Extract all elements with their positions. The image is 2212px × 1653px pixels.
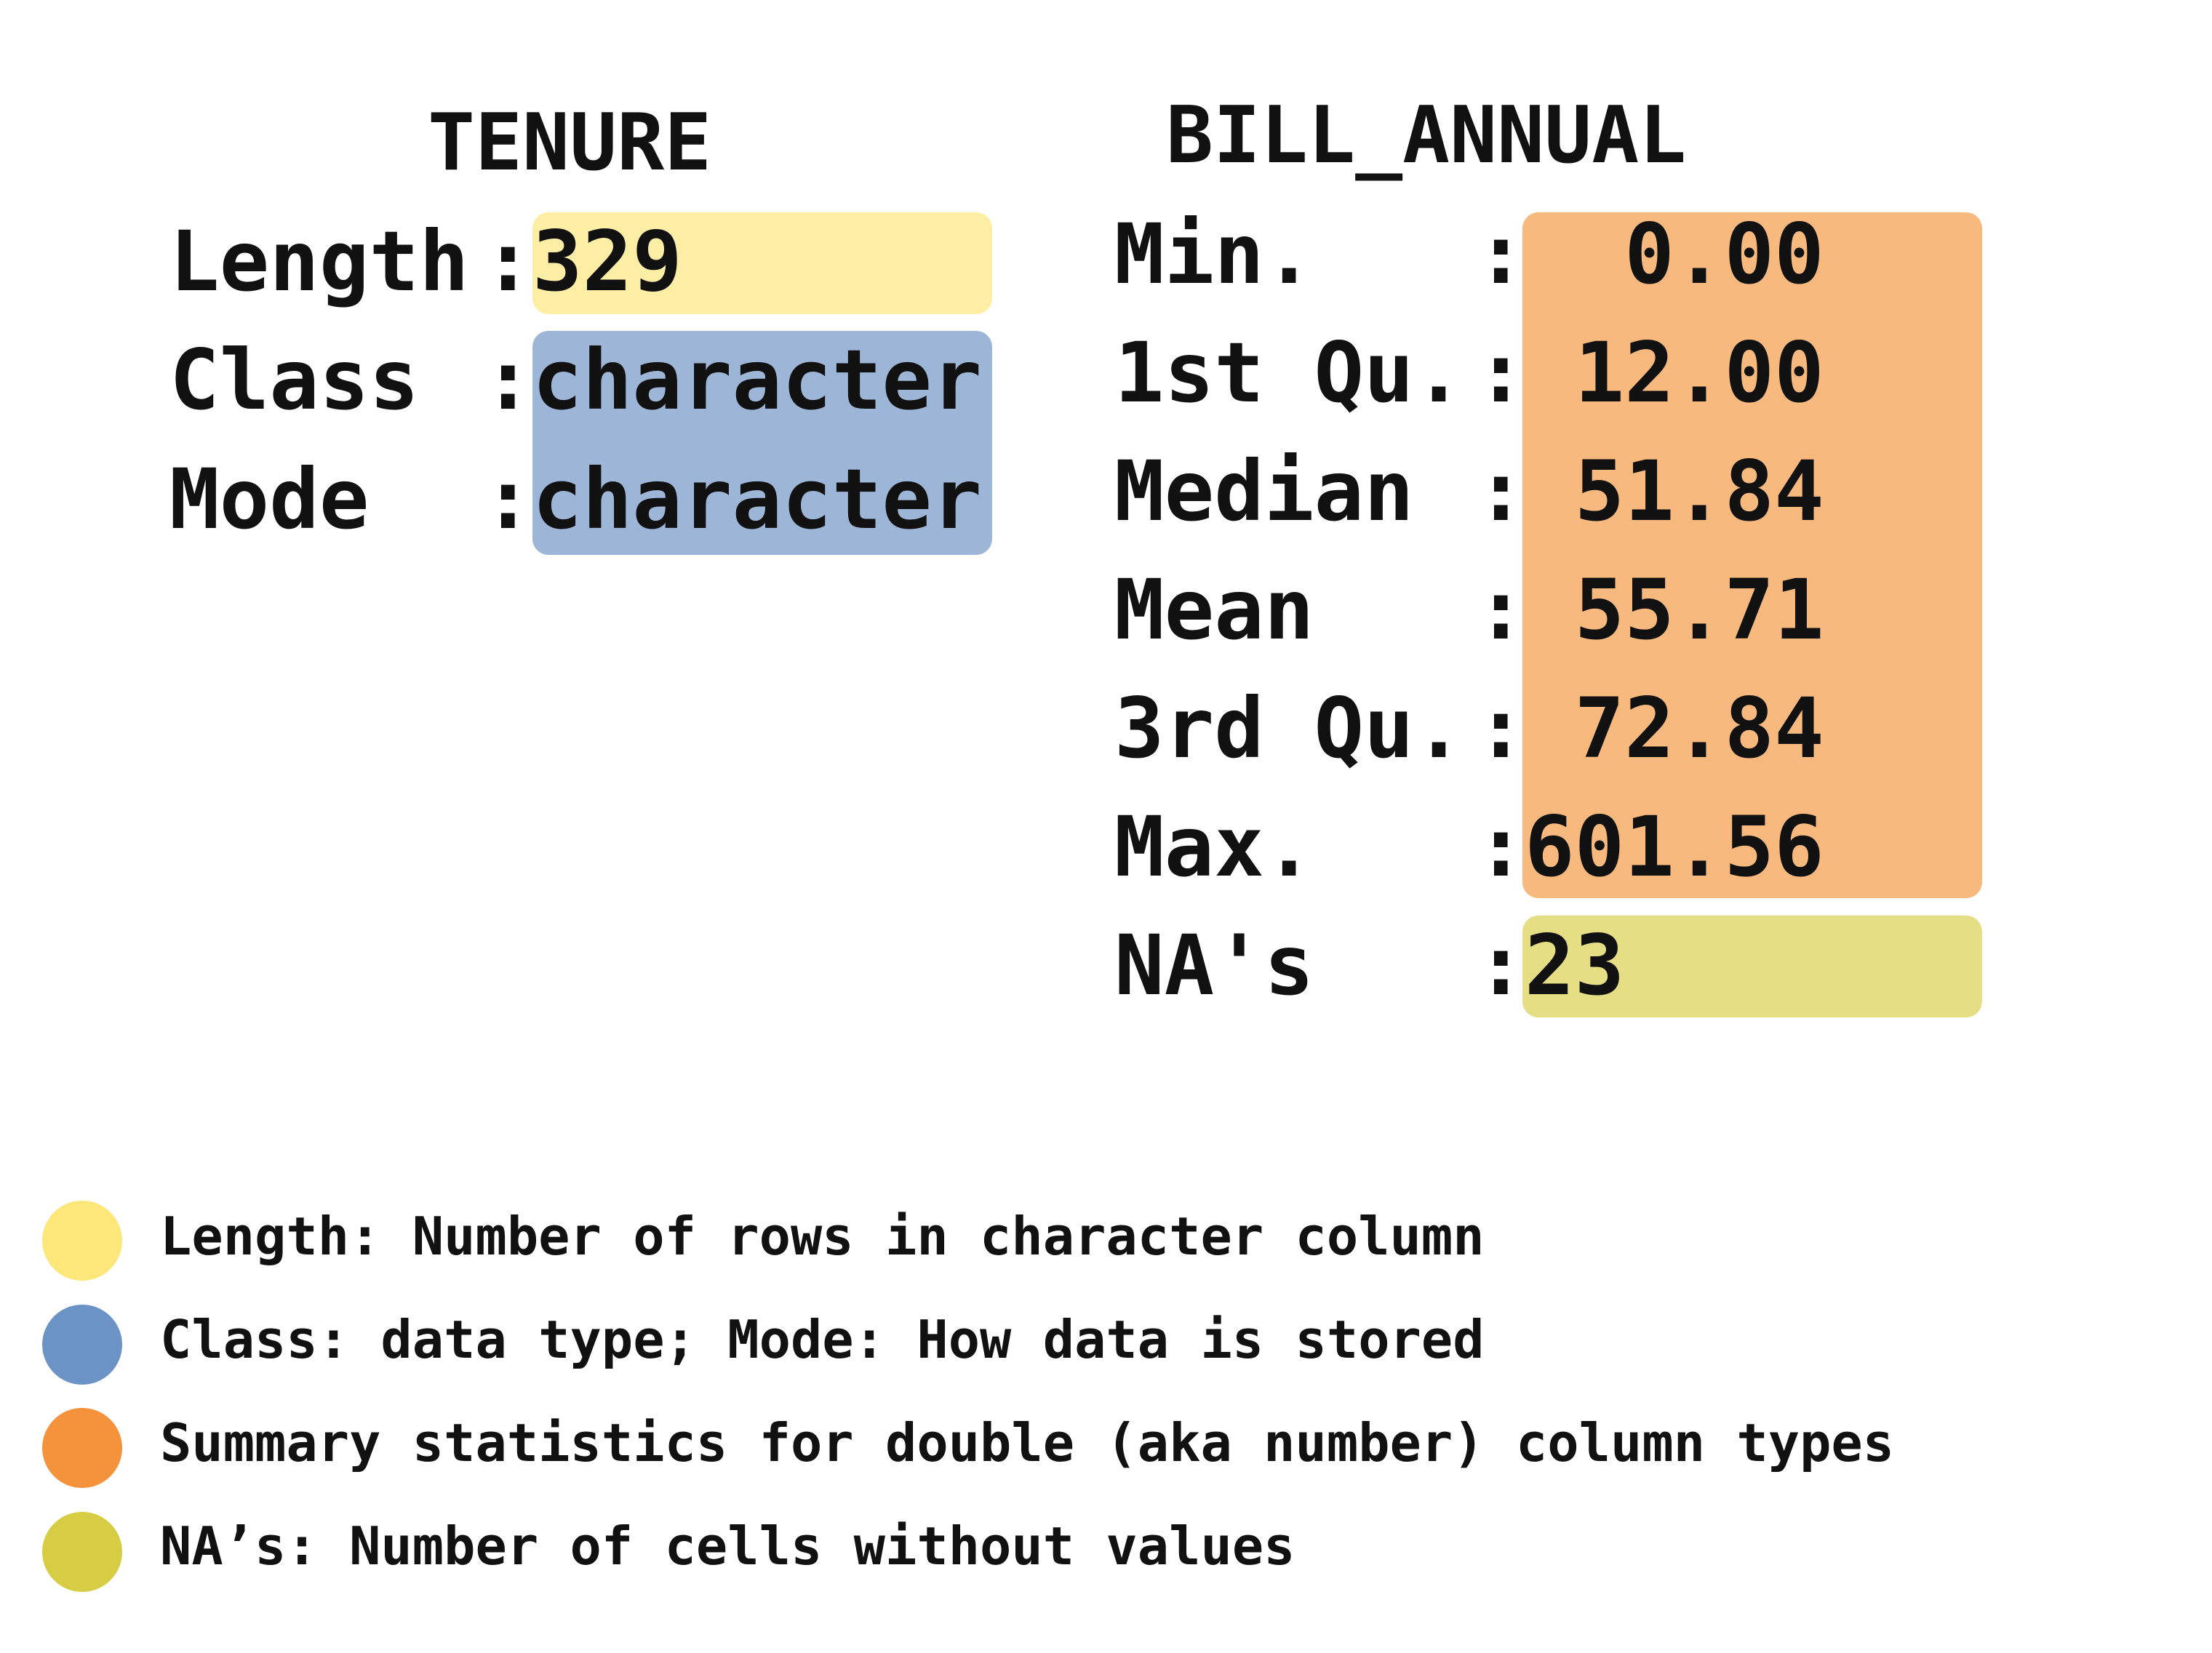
bill-na-colon: : [1476, 917, 1526, 1014]
tenure-mode-label: Mode [169, 451, 469, 548]
tenure-class-value: character [532, 332, 982, 428]
bill-mean-colon: : [1476, 561, 1526, 658]
na-highlight [1522, 916, 1982, 1017]
bill-median-label: Median [1114, 443, 1464, 540]
tenure-class-label: Class [169, 332, 469, 428]
tenure-title: TENURE [428, 97, 712, 188]
class-mode-highlight [532, 331, 992, 555]
summary-stats-highlight [1522, 212, 1982, 898]
tenure-length-colon: : [483, 213, 533, 310]
tenure-length-label: Length [169, 213, 469, 310]
tenure-class-colon: : [483, 332, 533, 428]
bill-3rd-qu-value: 72.84 [1525, 680, 1824, 777]
bill-median-colon: : [1476, 443, 1526, 540]
legend-length-text: Length: Number of rows in character colu… [160, 1206, 1485, 1267]
bill-mean-value: 55.71 [1525, 561, 1824, 658]
length-highlight [532, 212, 992, 314]
legend-yellow-dot [42, 1201, 122, 1281]
bill-1st-qu-value: 12.00 [1525, 324, 1824, 421]
bill-mean-label: Mean [1114, 561, 1464, 658]
bill-1st-qu-colon: : [1476, 324, 1526, 421]
bill-1st-qu-label: 1st Qu. [1114, 324, 1464, 421]
bill-3rd-qu-label: 3rd Qu. [1114, 680, 1464, 777]
bill-annual-title: BILL_ANNUAL [1166, 90, 1687, 181]
bill-max-value: 601.56 [1525, 799, 1824, 895]
bill-min-value: 0.00 [1525, 206, 1824, 303]
legend-class-mode-text: Class: data type; Mode: How data is stor… [160, 1309, 1485, 1370]
bill-min-colon: : [1476, 206, 1526, 303]
legend-orange-dot [42, 1408, 122, 1488]
bill-na-value: 23 [1525, 917, 1625, 1014]
bill-min-label: Min. [1114, 206, 1464, 303]
tenure-mode-colon: : [483, 451, 533, 548]
bill-3rd-qu-colon: : [1476, 680, 1526, 777]
legend-summary-text: Summary statistics for double (aka numbe… [160, 1412, 1895, 1473]
bill-max-label: Max. [1114, 799, 1464, 895]
tenure-mode-value: character [532, 451, 982, 548]
legend-na-text: NA’s: Number of cells without values [160, 1516, 1295, 1577]
tenure-length-value: 329 [532, 213, 682, 310]
legend-olive-dot [42, 1512, 122, 1592]
legend-blue-dot [42, 1305, 122, 1385]
bill-max-colon: : [1476, 799, 1526, 895]
bill-na-label: NA's [1114, 917, 1464, 1014]
bill-median-value: 51.84 [1525, 443, 1824, 540]
